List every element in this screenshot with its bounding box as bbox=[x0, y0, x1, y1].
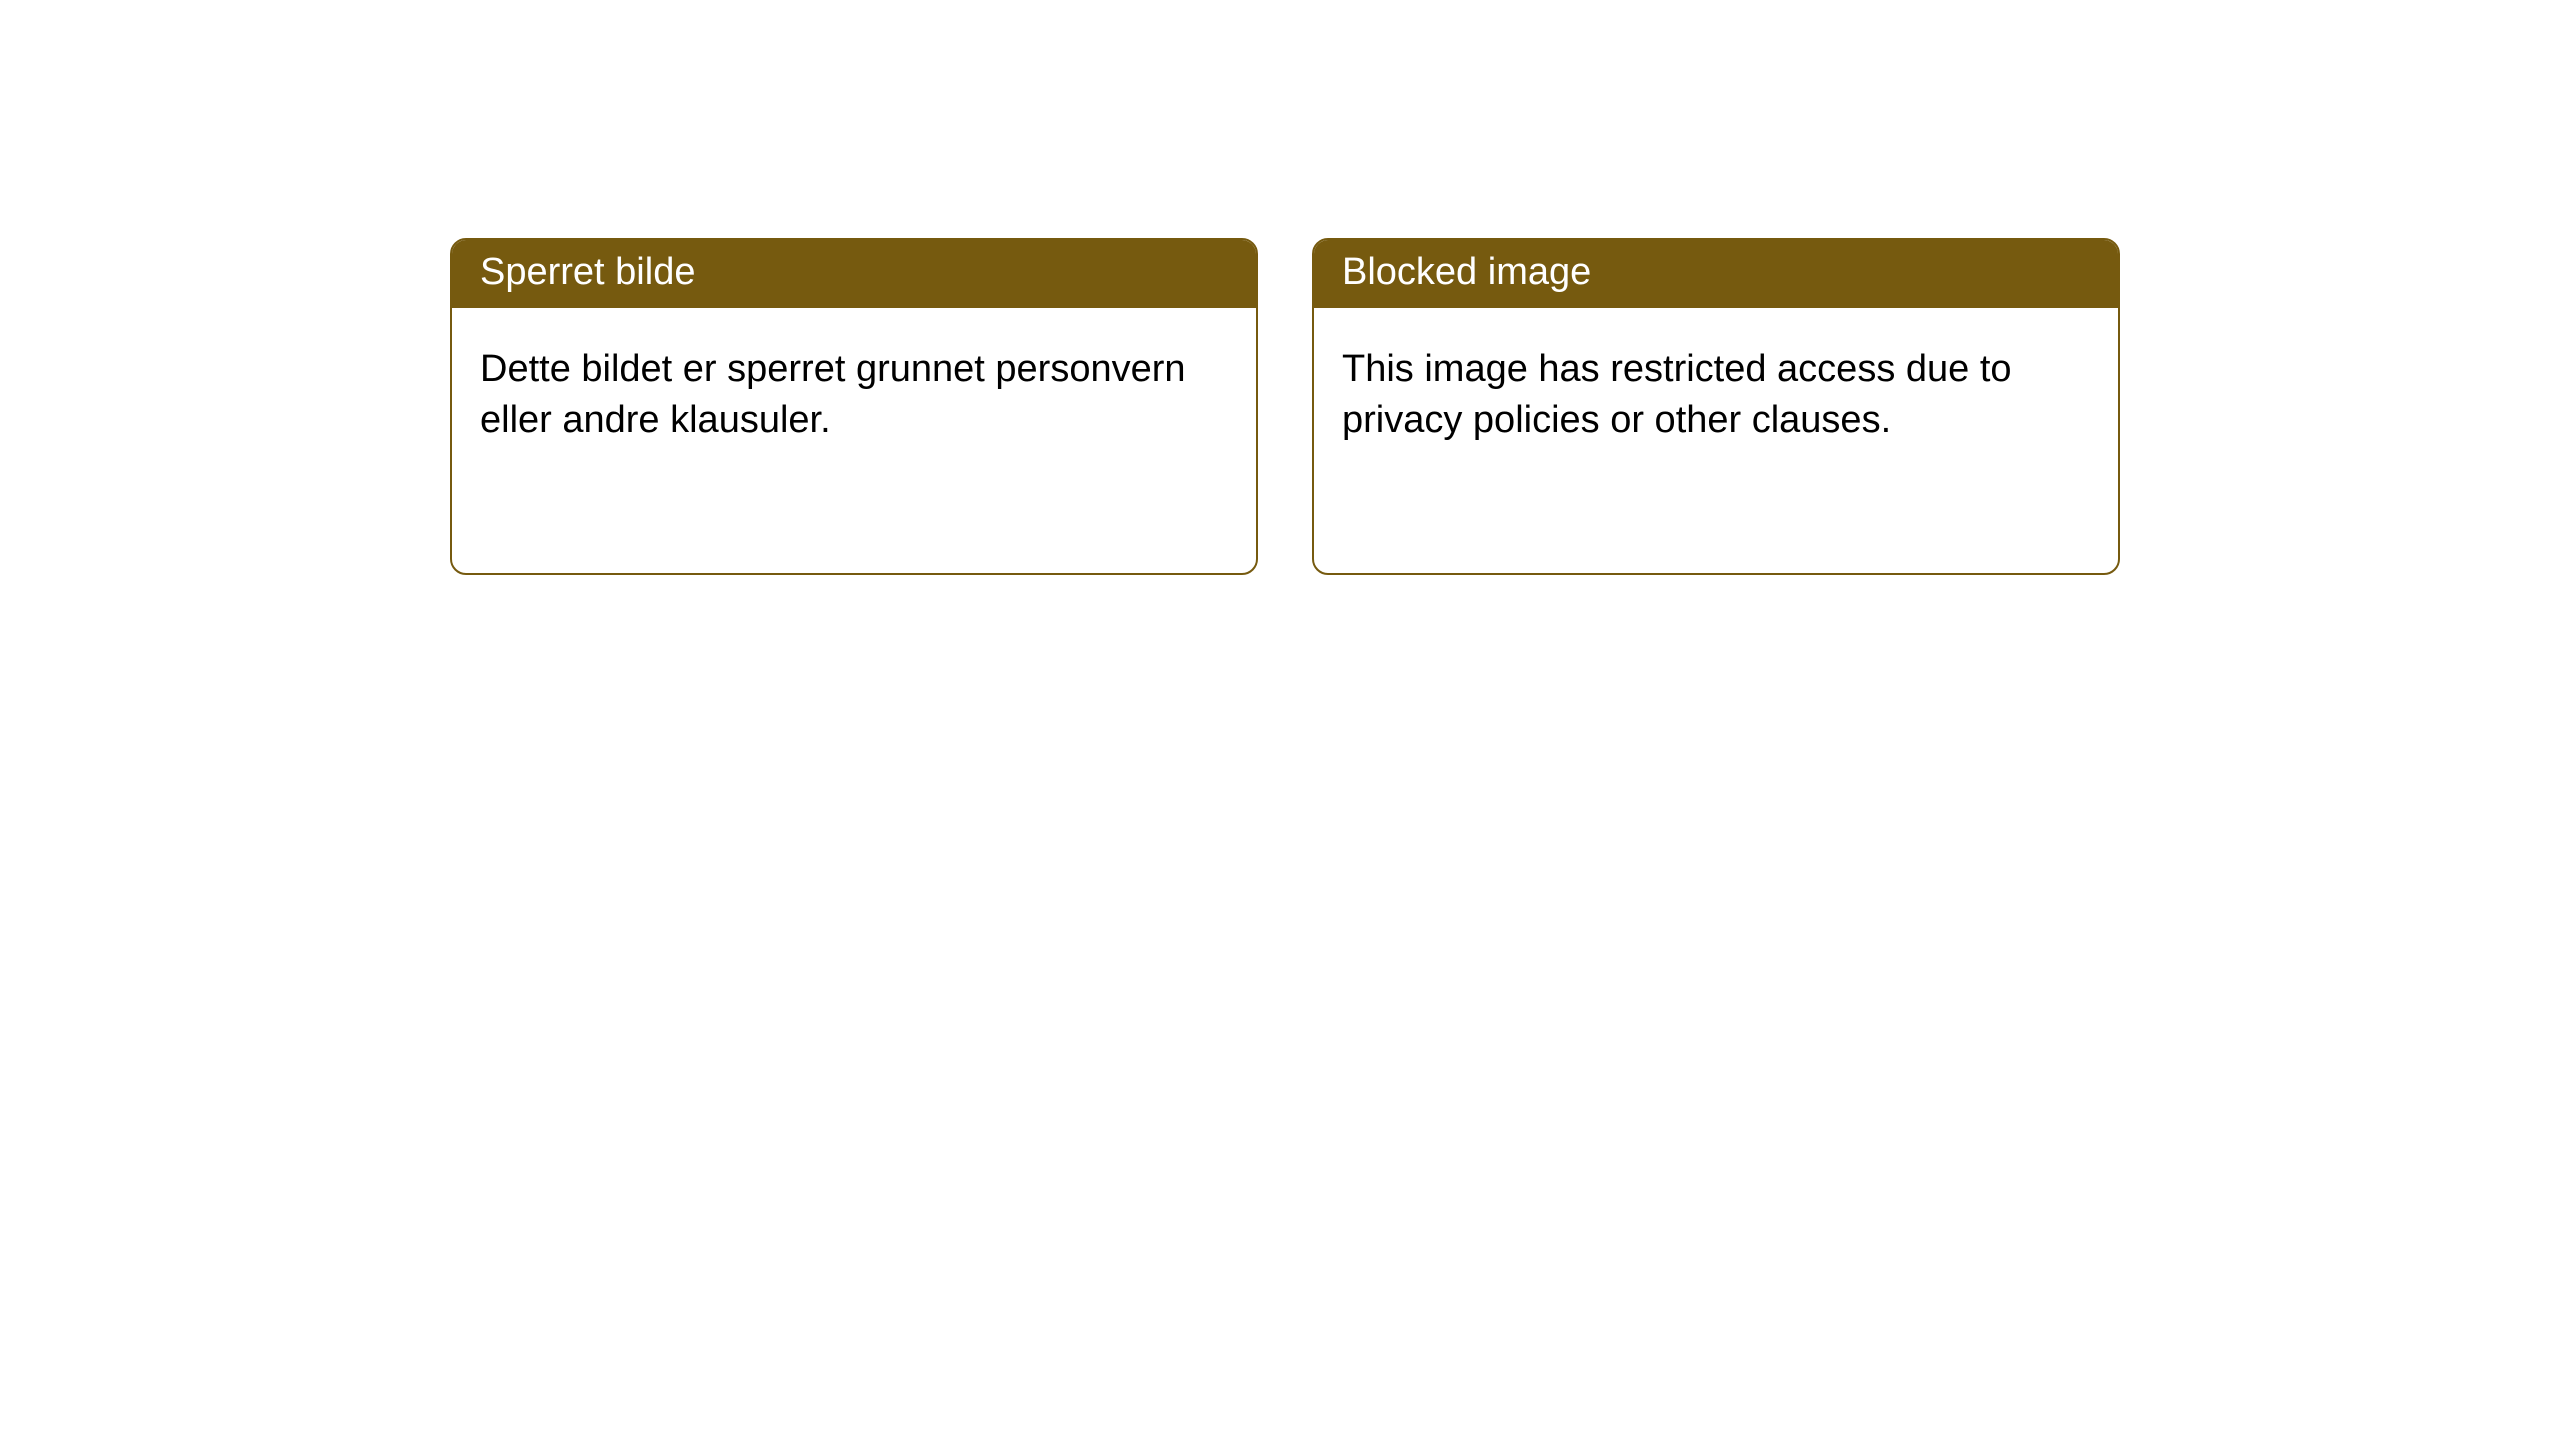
card-body-text: Dette bildet er sperret grunnet personve… bbox=[452, 308, 1256, 483]
notice-cards-container: Sperret bilde Dette bildet er sperret gr… bbox=[450, 238, 2560, 575]
card-title: Blocked image bbox=[1314, 240, 2118, 308]
card-body-text: This image has restricted access due to … bbox=[1314, 308, 2118, 483]
notice-card-english: Blocked image This image has restricted … bbox=[1312, 238, 2120, 575]
card-title: Sperret bilde bbox=[452, 240, 1256, 308]
notice-card-norwegian: Sperret bilde Dette bildet er sperret gr… bbox=[450, 238, 1258, 575]
